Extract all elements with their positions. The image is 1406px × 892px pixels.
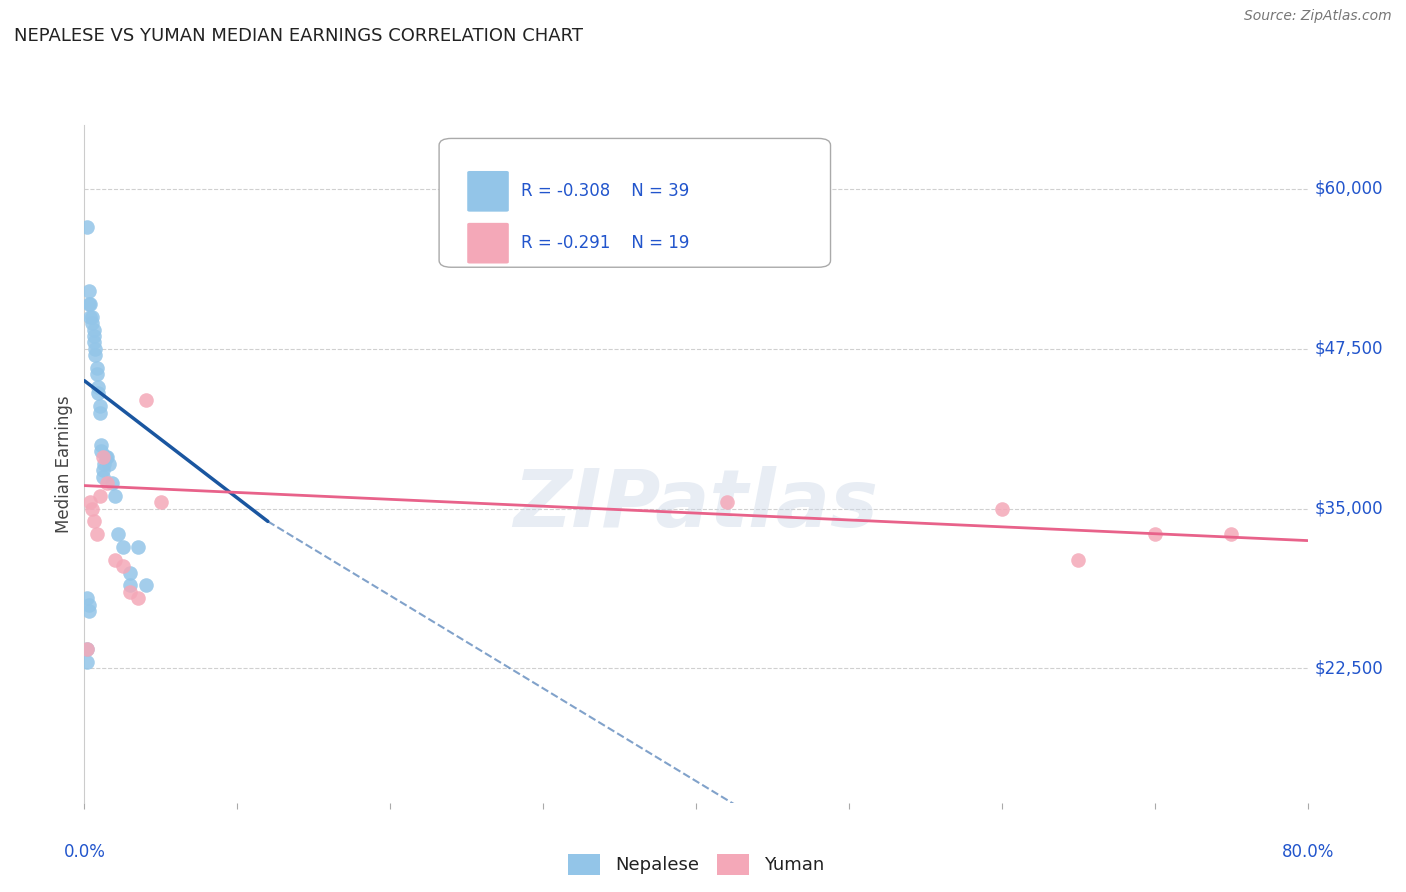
Point bbox=[101, 476, 124, 491]
Point bbox=[135, 392, 157, 407]
Point bbox=[120, 584, 142, 599]
Point bbox=[80, 310, 103, 324]
Point bbox=[83, 515, 105, 529]
Point bbox=[89, 399, 111, 413]
FancyBboxPatch shape bbox=[467, 171, 509, 211]
Point bbox=[89, 489, 111, 503]
Point bbox=[89, 406, 111, 420]
Text: ZIPatlas: ZIPatlas bbox=[513, 466, 879, 543]
Point bbox=[86, 527, 108, 541]
Point bbox=[79, 297, 101, 311]
Text: 0.0%: 0.0% bbox=[63, 843, 105, 861]
Point bbox=[86, 368, 108, 382]
Point bbox=[97, 457, 120, 471]
Text: 80.0%: 80.0% bbox=[1281, 843, 1334, 861]
Point bbox=[94, 450, 117, 465]
Point bbox=[86, 360, 108, 375]
Point bbox=[120, 578, 142, 592]
Point bbox=[77, 284, 100, 298]
Point bbox=[83, 322, 105, 336]
Point bbox=[76, 642, 98, 657]
Point bbox=[104, 489, 127, 503]
Point bbox=[96, 476, 118, 491]
Text: $22,500: $22,500 bbox=[1315, 659, 1384, 678]
Text: R = -0.308    N = 39: R = -0.308 N = 39 bbox=[522, 182, 689, 201]
Point bbox=[149, 495, 172, 509]
Point bbox=[135, 578, 157, 592]
Point bbox=[716, 495, 738, 509]
Point bbox=[104, 553, 127, 567]
Point bbox=[107, 527, 129, 541]
Point bbox=[90, 437, 112, 451]
Point bbox=[80, 316, 103, 330]
Point bbox=[84, 342, 107, 356]
Point bbox=[77, 297, 100, 311]
Point bbox=[77, 604, 100, 618]
Point bbox=[77, 598, 100, 612]
Point bbox=[1067, 553, 1090, 567]
Text: $47,500: $47,500 bbox=[1315, 340, 1384, 358]
Text: $35,000: $35,000 bbox=[1315, 500, 1384, 517]
Point bbox=[80, 501, 103, 516]
Point bbox=[79, 495, 101, 509]
Point bbox=[76, 220, 98, 235]
Point bbox=[84, 348, 107, 362]
Point bbox=[127, 540, 149, 554]
Point bbox=[127, 591, 149, 606]
Point bbox=[83, 335, 105, 350]
Point bbox=[76, 591, 98, 606]
FancyBboxPatch shape bbox=[439, 138, 831, 268]
Y-axis label: Median Earnings: Median Earnings bbox=[55, 395, 73, 533]
Point bbox=[96, 450, 118, 465]
Point bbox=[87, 386, 110, 401]
Point bbox=[120, 566, 142, 580]
Point bbox=[1220, 527, 1243, 541]
Text: R = -0.291    N = 19: R = -0.291 N = 19 bbox=[522, 235, 689, 252]
Point bbox=[90, 444, 112, 458]
Point bbox=[91, 450, 114, 465]
Point bbox=[93, 457, 115, 471]
Point bbox=[991, 501, 1014, 516]
Point bbox=[91, 469, 114, 483]
Text: Source: ZipAtlas.com: Source: ZipAtlas.com bbox=[1244, 9, 1392, 23]
Point bbox=[76, 655, 98, 669]
FancyBboxPatch shape bbox=[467, 223, 509, 263]
Point bbox=[1143, 527, 1166, 541]
Point bbox=[87, 380, 110, 394]
Point bbox=[79, 310, 101, 324]
Point bbox=[111, 540, 134, 554]
Point bbox=[91, 463, 114, 477]
Text: $60,000: $60,000 bbox=[1315, 180, 1384, 198]
Point bbox=[111, 559, 134, 574]
Point bbox=[76, 642, 98, 657]
Text: NEPALESE VS YUMAN MEDIAN EARNINGS CORRELATION CHART: NEPALESE VS YUMAN MEDIAN EARNINGS CORREL… bbox=[14, 27, 583, 45]
Point bbox=[83, 329, 105, 343]
Legend: Nepalese, Yuman: Nepalese, Yuman bbox=[561, 847, 831, 882]
